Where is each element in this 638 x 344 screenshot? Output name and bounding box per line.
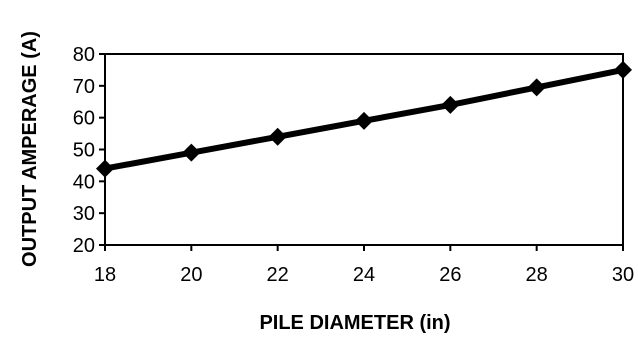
x-tick-label: 26 bbox=[439, 264, 461, 286]
y-tick-label: 20 bbox=[73, 235, 95, 257]
data-point-marker bbox=[441, 95, 460, 114]
x-tick-label: 20 bbox=[180, 264, 202, 286]
y-tick-label: 70 bbox=[73, 76, 95, 98]
x-tick-label: 24 bbox=[353, 264, 375, 286]
data-point-marker bbox=[268, 127, 287, 146]
x-tick-label: 22 bbox=[267, 264, 289, 286]
y-axis-title: OUTPUT AMPERAGE (A) bbox=[19, 31, 41, 267]
y-tick-label: 80 bbox=[73, 44, 95, 66]
axes bbox=[99, 53, 624, 251]
y-tick-label: 40 bbox=[73, 171, 95, 193]
y-tick-label: 60 bbox=[73, 108, 95, 130]
data-point-marker bbox=[96, 159, 114, 178]
x-tick-label: 18 bbox=[94, 264, 116, 286]
series bbox=[96, 60, 632, 178]
x-tick-label: 30 bbox=[612, 264, 634, 286]
data-point-marker bbox=[355, 111, 373, 130]
data-point-marker bbox=[182, 143, 201, 162]
y-tick-label: 50 bbox=[73, 140, 95, 162]
y-tick-label: 30 bbox=[73, 203, 95, 225]
x-axis-title: PILE DIAMETER (in) bbox=[259, 312, 450, 334]
tick-labels: 20 30 40 50 60 70 80 18 20 22 24 26 28 30 bbox=[73, 44, 634, 286]
data-point-marker bbox=[527, 78, 546, 97]
x-tick-label: 28 bbox=[526, 264, 548, 286]
data-point-marker bbox=[614, 60, 632, 79]
